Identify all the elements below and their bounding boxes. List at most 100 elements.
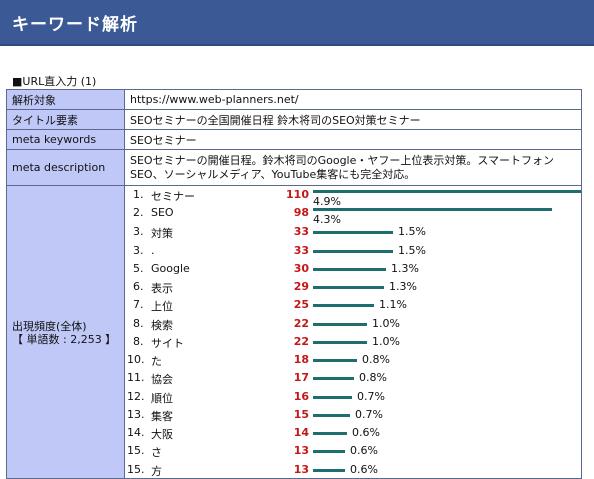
row-label: タイトル要素 [6, 109, 125, 130]
list-item: 10. た 18 0.8% [126, 353, 581, 369]
frequency-bar [313, 268, 386, 271]
word-rank: 13. [127, 408, 145, 421]
frequency-row: 出現頻度(全体) 【 単語数 : 2,253 】 1. セミナー 110 4.9% 2.… [6, 185, 582, 479]
frequency-bar [313, 450, 345, 453]
word-rank: 12. [127, 390, 145, 403]
list-item: 7. 上位 25 1.1% [126, 298, 581, 314]
word-rank: 8. [133, 335, 144, 348]
word-count: 13 [293, 463, 309, 476]
frequency-label-title: 出現頻度(全体) [12, 320, 87, 333]
page-title: キーワード解析 [12, 14, 138, 35]
word-percent: 0.6% [352, 426, 380, 439]
word-rank: 2. [133, 206, 144, 219]
word-percent: 0.8% [362, 353, 390, 366]
word-text: 方 [151, 465, 162, 478]
frequency-bar [313, 341, 367, 344]
word-count: 14 [293, 426, 309, 439]
word-rank: 1. [133, 188, 144, 201]
meta-description-value: SEOセミナーの開催日程。鈴木将司のGoogle・ヤフー上位表示対策。スマートフ… [124, 149, 582, 186]
word-text: 上位 [151, 300, 173, 313]
word-percent: 0.6% [350, 463, 378, 476]
word-text: 集客 [151, 410, 173, 423]
list-item: 14. 大阪 14 0.6% [126, 426, 581, 442]
word-percent: 0.8% [359, 371, 387, 384]
word-percent: 4.3% [313, 213, 341, 226]
word-text: . [151, 244, 155, 257]
list-item: 3. 対策 33 1.5% [126, 225, 581, 241]
row-label: meta keywords [6, 129, 125, 150]
word-text: セミナー [151, 190, 195, 203]
word-text: 順位 [151, 392, 173, 405]
frequency-bar [313, 231, 393, 234]
target-url: https://www.web-planners.net/ [124, 89, 582, 110]
word-count: 30 [293, 262, 309, 275]
frequency-bar [313, 359, 357, 362]
word-percent: 1.3% [391, 262, 419, 275]
word-text: Google [151, 262, 190, 275]
meta-keywords-value: SEOセミナー [124, 129, 582, 150]
table-row: タイトル要素 SEOセミナーの全国開催日程 鈴木将司のSEO対策セミナー [6, 109, 582, 130]
table-row: 解析対象 https://www.web-planners.net/ [6, 89, 582, 110]
word-count: 33 [293, 244, 309, 257]
list-item: 1. セミナー 110 4.9% [126, 188, 581, 208]
word-text: さ [151, 446, 162, 459]
word-text: 表示 [151, 282, 173, 295]
frequency-bar [313, 250, 393, 253]
frequency-bar [313, 377, 354, 380]
frequency-bar [313, 414, 350, 417]
list-item: 2. SEO 98 4.3% [126, 206, 581, 226]
word-text: サイト [151, 337, 184, 350]
word-percent: 1.0% [372, 317, 400, 330]
word-count: 18 [293, 353, 309, 366]
list-item: 6. 表示 29 1.3% [126, 280, 581, 296]
frequency-bar [313, 190, 581, 193]
word-count: 13 [293, 444, 309, 457]
frequency-bar [313, 286, 384, 289]
word-text: 対策 [151, 227, 173, 240]
word-count: 15 [293, 408, 309, 421]
list-item: 15. 方 13 0.6% [126, 463, 581, 478]
word-percent: 1.1% [379, 298, 407, 311]
list-item: 13. 集客 15 0.7% [126, 408, 581, 424]
table-row: meta keywords SEOセミナー [6, 129, 582, 150]
table-row: meta description SEOセミナーの開催日程。鈴木将司のGoogl… [6, 149, 582, 186]
word-percent: 0.7% [357, 390, 385, 403]
word-rank: 15. [127, 444, 145, 457]
word-text: た [151, 355, 162, 368]
word-rank: 15. [127, 463, 145, 476]
word-count-label: 【 単語数 : 2,253 】 [12, 333, 117, 346]
word-rank: 8. [133, 317, 144, 330]
word-rank: 11. [127, 371, 145, 384]
list-item: 11. 協会 17 0.8% [126, 371, 581, 387]
word-count: 17 [293, 371, 309, 384]
word-count: 29 [293, 280, 309, 293]
word-percent: 1.0% [372, 335, 400, 348]
word-percent: 1.5% [398, 244, 426, 257]
word-rank: 5. [133, 262, 144, 275]
word-rank: 10. [127, 353, 145, 366]
word-count: 33 [293, 225, 309, 238]
word-rank: 6. [133, 280, 144, 293]
word-rank: 7. [133, 298, 144, 311]
list-item: 15. さ 13 0.6% [126, 444, 581, 460]
word-count: 25 [293, 298, 309, 311]
title-element-value: SEOセミナーの全国開催日程 鈴木将司のSEO対策セミナー [124, 109, 582, 130]
word-percent: 1.3% [389, 280, 417, 293]
list-item: 8. 検索 22 1.0% [126, 317, 581, 333]
row-label: meta description [6, 149, 125, 186]
word-percent: 0.6% [350, 444, 378, 457]
list-item: 5. Google 30 1.3% [126, 262, 581, 278]
word-text: SEO [151, 206, 174, 219]
word-percent: 4.9% [313, 195, 341, 208]
word-percent: 0.7% [355, 408, 383, 421]
word-count: 22 [293, 317, 309, 330]
frequency-bar [313, 396, 352, 399]
section-title: ■URL直入力 (1) [12, 75, 97, 88]
word-rank: 3. [133, 244, 144, 257]
word-rank: 14. [127, 426, 145, 439]
word-count: 22 [293, 335, 309, 348]
list-item: 8. サイト 22 1.0% [126, 335, 581, 351]
frequency-bar [313, 323, 367, 326]
word-percent: 1.5% [398, 225, 426, 238]
row-label: 解析対象 [6, 89, 125, 110]
